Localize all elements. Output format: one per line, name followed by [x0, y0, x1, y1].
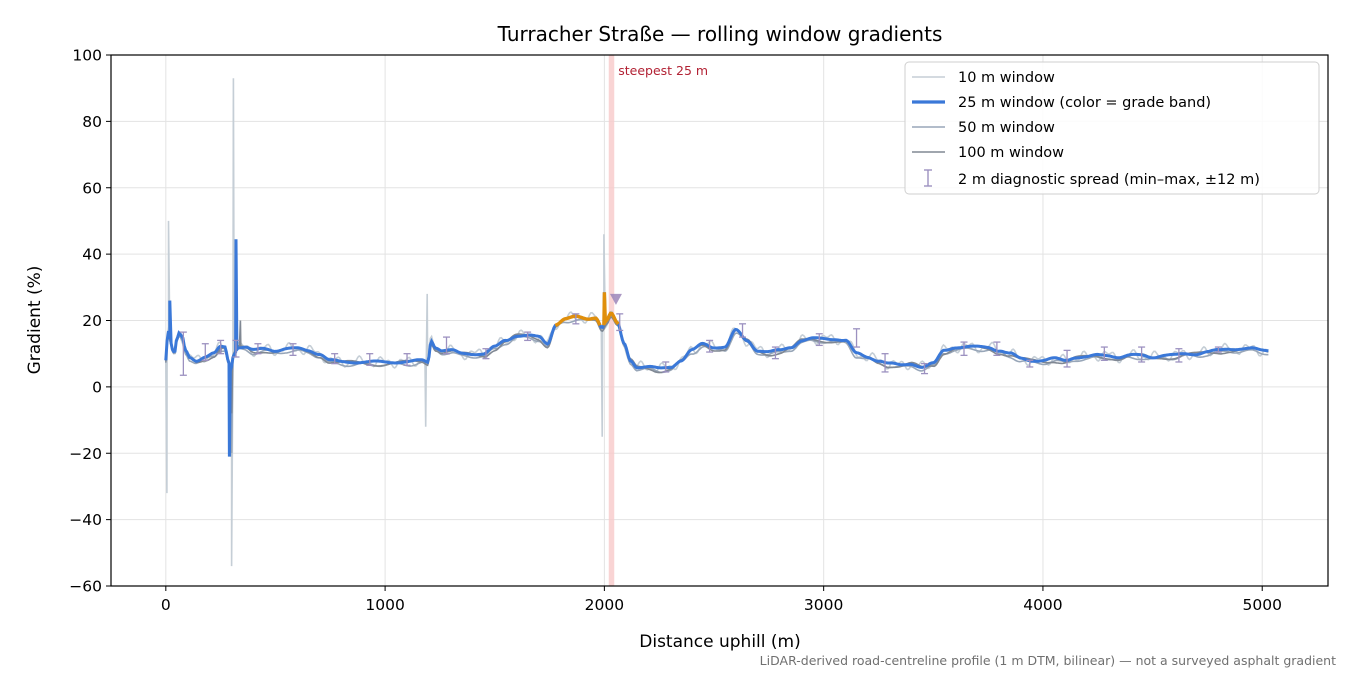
- series-25m-grade-band-orange: [554, 314, 602, 327]
- error-bar-13: [616, 313, 624, 332]
- error-bar-10: [482, 348, 490, 360]
- steepest-window-label: steepest 25 m: [618, 63, 708, 78]
- error-bar-27: [1138, 346, 1146, 363]
- error-bar-24: [1026, 359, 1034, 368]
- series-25m-grade-band-orange: [602, 292, 620, 327]
- legend-label-50m: 50 m window: [958, 120, 1055, 136]
- error-bar-22: [960, 341, 968, 356]
- chart-title: Turracher Straße — rolling window gradie…: [497, 22, 943, 46]
- y-tick-label--20: −20: [69, 445, 102, 463]
- legend-swatch-errorbar: [924, 169, 932, 187]
- y-tick-label-80: 80: [82, 113, 102, 131]
- legend-label-100m: 100 m window: [958, 145, 1064, 161]
- error-bar-23: [993, 341, 1001, 356]
- error-bar-14: [662, 361, 670, 373]
- error-bar-16: [739, 323, 747, 338]
- error-bar-7: [366, 353, 374, 366]
- error-bar-15: [706, 339, 714, 353]
- x-tick-label-3000: 3000: [804, 596, 843, 614]
- legend-box: [904, 61, 1320, 195]
- x-tick-label-0: 0: [161, 596, 171, 614]
- x-tick-label-2000: 2000: [585, 596, 624, 614]
- error-bar-28: [1175, 348, 1183, 363]
- x-tick-label-1000: 1000: [365, 596, 404, 614]
- error-bar-21: [921, 362, 929, 375]
- legend-label-errorbar: 2 m diagnostic spread (min–max, ±12 m): [958, 172, 1260, 188]
- y-tick-label--40: −40: [69, 511, 102, 529]
- error-bar-29: [1214, 346, 1222, 353]
- steepest-window-band: [608, 55, 615, 586]
- series-25m-window: [164, 239, 1269, 457]
- error-bar-12: [572, 313, 580, 325]
- x-tick-label-4000: 4000: [1023, 596, 1062, 614]
- legend-label-25m: 25 m window (color = grade band): [958, 95, 1211, 111]
- error-bar-9: [442, 336, 450, 355]
- y-tick-label-60: 60: [82, 179, 102, 197]
- legend: 10 m window 25 m window (color = grade b…: [904, 61, 1320, 195]
- annotation-marks: [609, 293, 622, 305]
- error-bar-1: [201, 343, 209, 361]
- y-tick-label--60: −60: [69, 578, 102, 596]
- footnote: LiDAR-derived road-centreline profile (1…: [760, 653, 1336, 668]
- steepest-band: steepest 25 m: [608, 55, 708, 586]
- series-lines: [164, 78, 1269, 567]
- y-axis-ticks: −60 −40 −20 0 20 40 60 80 100: [69, 47, 111, 596]
- error-bar-25: [1063, 349, 1071, 368]
- error-bar-5: [289, 343, 297, 356]
- error-bar-26: [1100, 346, 1108, 361]
- y-tick-label-20: 20: [82, 312, 102, 330]
- steepest-marker: [609, 293, 622, 305]
- x-axis-label: Distance uphill (m): [639, 632, 800, 652]
- y-tick-label-40: 40: [82, 246, 102, 264]
- x-axis-ticks: 0 1000 2000 3000 4000 5000: [161, 586, 1282, 614]
- error-bar-19: [853, 328, 861, 348]
- legend-label-10m: 10 m window: [958, 70, 1055, 86]
- y-tick-label-0: 0: [92, 378, 102, 396]
- error-bar-2: [217, 339, 225, 355]
- y-axis-label: Gradient (%): [25, 266, 45, 375]
- error-bar-6: [331, 353, 339, 365]
- error-bar-20: [881, 353, 889, 373]
- error-bar-4: [254, 343, 262, 355]
- y-tick-label-100: 100: [72, 47, 102, 65]
- error-bar-17: [771, 346, 779, 360]
- error-bars: [179, 313, 1222, 376]
- error-bar-18: [815, 333, 823, 347]
- x-tick-label-5000: 5000: [1242, 596, 1281, 614]
- error-bar-11: [524, 331, 532, 342]
- error-bar-3: [232, 339, 240, 358]
- error-bar-0: [179, 331, 187, 376]
- error-bar-8: [403, 353, 411, 366]
